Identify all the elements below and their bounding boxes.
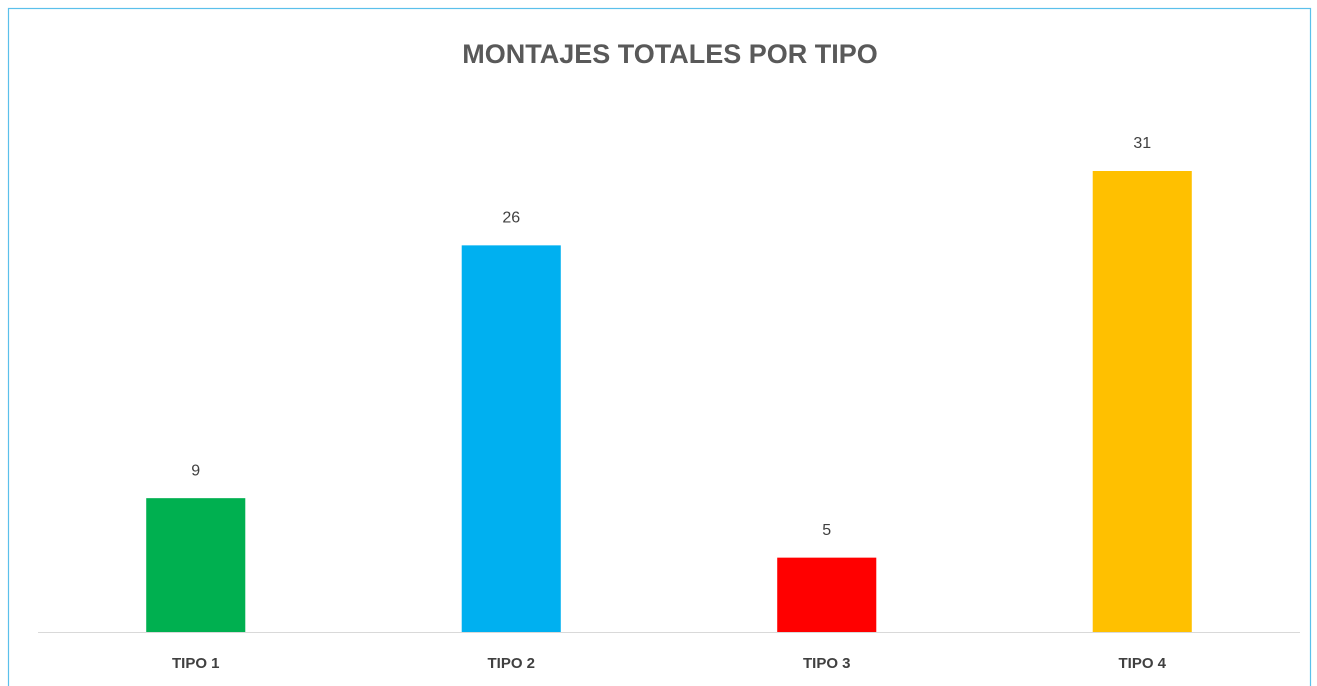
data-label: 9 (191, 462, 200, 479)
bar (146, 498, 246, 632)
x-tick-label: TIPO 2 (487, 655, 535, 672)
chart-title: MONTAJES TOTALES POR TIPO (462, 39, 878, 69)
data-label: 5 (822, 522, 831, 539)
bar (461, 245, 561, 632)
data-label: 31 (1133, 135, 1151, 152)
bar (1092, 171, 1192, 632)
x-tick-label: TIPO 3 (803, 655, 851, 672)
bar (777, 557, 877, 632)
data-label: 26 (502, 210, 520, 227)
x-tick-label: TIPO 4 (1118, 655, 1166, 672)
x-tick-label: TIPO 1 (172, 655, 220, 672)
